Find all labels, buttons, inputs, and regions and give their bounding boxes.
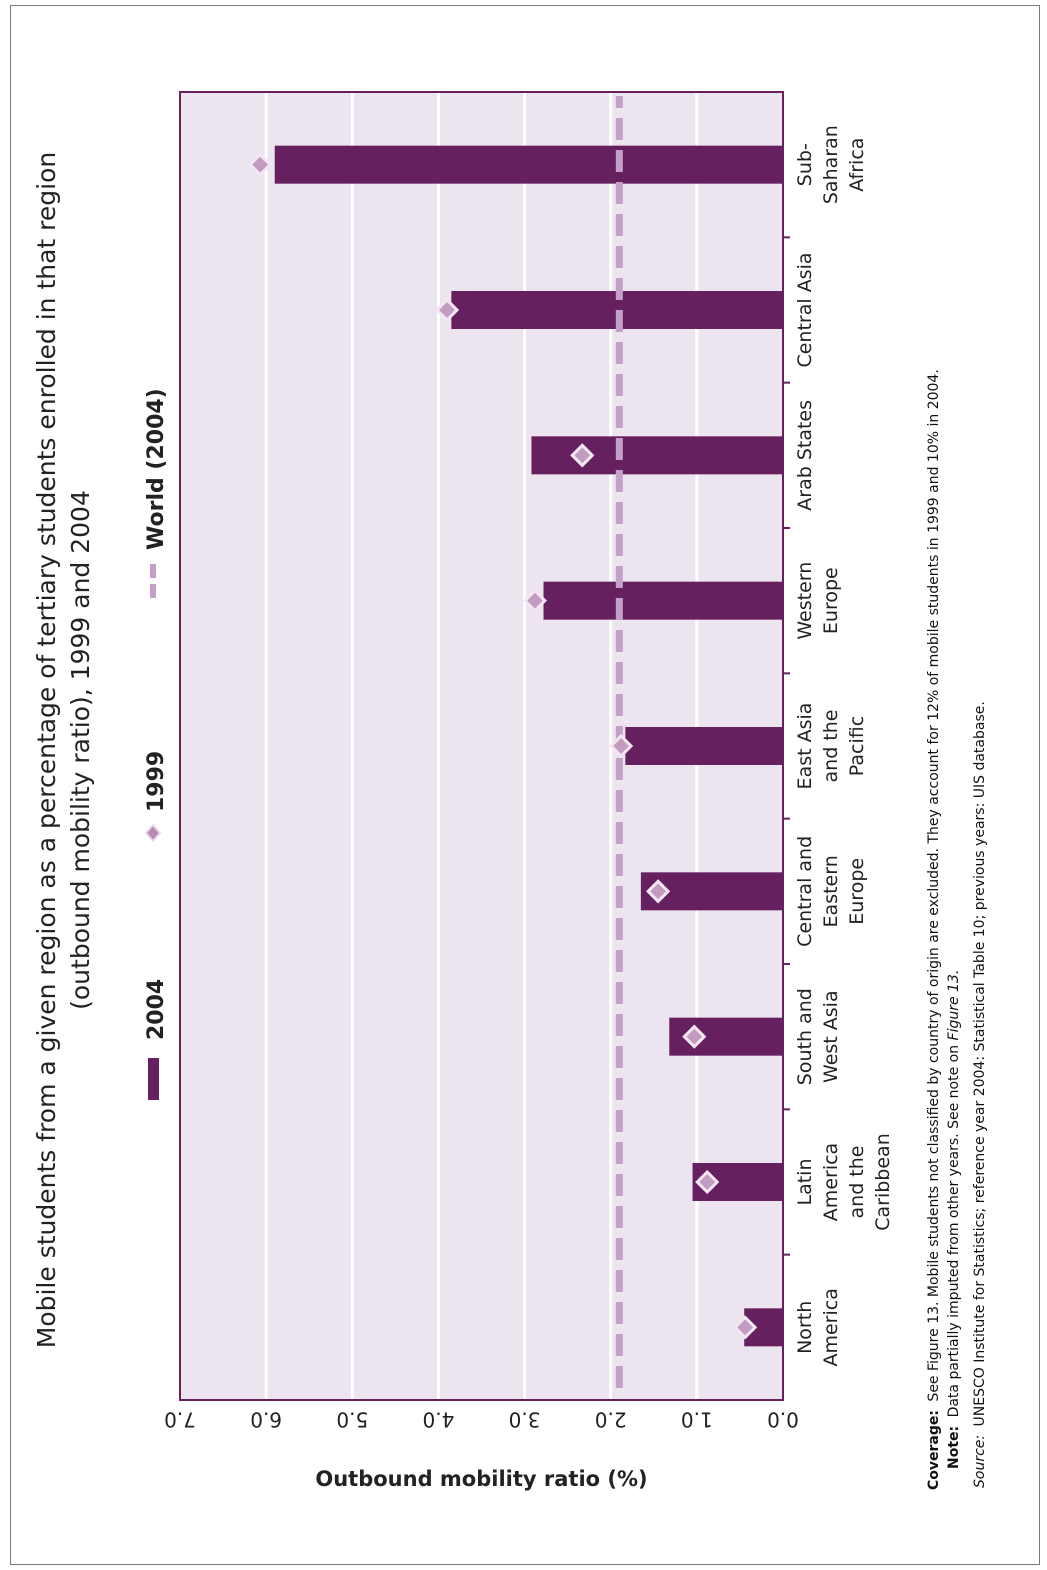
source-note-text: UNESCO Institute for Statistics; referen… bbox=[972, 701, 988, 1426]
coverage-note-text: See Figure 13. Mobile students not class… bbox=[926, 369, 942, 1401]
category-label: and the bbox=[820, 710, 842, 783]
plot-background bbox=[180, 92, 783, 1400]
y-tick-label: 0.0 bbox=[767, 1408, 799, 1432]
category-label: South and bbox=[794, 988, 816, 1085]
category-label: West Asia bbox=[820, 990, 842, 1083]
category-label: East Asia bbox=[794, 703, 816, 790]
category-label: America bbox=[820, 1288, 842, 1366]
marker-1999-3 bbox=[645, 879, 671, 904]
legend-label-2004: 2004 bbox=[144, 979, 169, 1040]
marker-1999-8 bbox=[247, 152, 273, 177]
data-note-ref: Figure 13. bbox=[946, 970, 962, 1041]
legend-diamond-icon bbox=[144, 823, 162, 843]
category-label: Central and bbox=[794, 836, 816, 947]
bar-2004-2 bbox=[669, 1017, 784, 1056]
bar-2004-3 bbox=[640, 872, 783, 911]
category-label: Europe bbox=[846, 858, 868, 925]
y-tick-label: 1.0 bbox=[681, 1408, 713, 1432]
y-tick-label: 6.0 bbox=[250, 1408, 282, 1432]
plot-border bbox=[179, 91, 784, 1401]
y-tick-label: 5.0 bbox=[336, 1408, 368, 1432]
coverage-note: Coverage: See Figure 13. Mobile students… bbox=[926, 369, 942, 1490]
category-label: Saharan bbox=[820, 125, 842, 204]
category-label: Caribbean bbox=[872, 1133, 894, 1231]
y-tick-label: 4.0 bbox=[423, 1408, 455, 1432]
marker-1999-4 bbox=[608, 733, 634, 759]
chart-title-line-1: Mobile students from a given region as a… bbox=[32, 152, 61, 1349]
data-note-label: Note: bbox=[946, 1426, 962, 1469]
legend-swatch-2004 bbox=[148, 1058, 159, 1100]
data-note: Note: Data partially imputed from other … bbox=[946, 970, 962, 1469]
category-label: North bbox=[794, 1301, 816, 1354]
category-label: and the bbox=[846, 1146, 868, 1219]
source-note: Source: UNESCO Institute for Statistics;… bbox=[972, 701, 988, 1488]
bar-2004-1 bbox=[692, 1163, 783, 1201]
category-label: Africa bbox=[846, 138, 868, 192]
y-axis-label: Outbound mobility ratio (%) bbox=[315, 1467, 647, 1491]
marker-1999-0 bbox=[732, 1315, 758, 1340]
bar-2004-6 bbox=[531, 436, 783, 475]
y-tick-label: 3.0 bbox=[509, 1408, 541, 1432]
legend: 2004 1999 World (2004) bbox=[144, 388, 169, 1100]
data-note-text: Data partially imputed from other years.… bbox=[946, 1040, 962, 1417]
marker-1999-6 bbox=[570, 443, 595, 468]
source-note-label: Source: bbox=[972, 1435, 988, 1488]
coverage-note-label: Coverage: bbox=[926, 1410, 942, 1490]
marker-1999-7 bbox=[434, 297, 460, 323]
marker-1999-5 bbox=[522, 588, 548, 613]
legend-label-1999: 1999 bbox=[144, 751, 169, 812]
notes: Coverage: See Figure 13. Mobile students… bbox=[926, 369, 988, 1490]
chart-title-line-2: (outbound mobility ratio), 1999 and 2004 bbox=[66, 490, 95, 1010]
category-label: Pacific bbox=[846, 716, 868, 776]
category-label: Europe bbox=[820, 567, 842, 634]
category-label: Arab States bbox=[794, 400, 816, 511]
category-label: Central Asia bbox=[794, 252, 816, 367]
bar-2004-5 bbox=[543, 581, 783, 620]
bar-2004-0 bbox=[744, 1308, 784, 1347]
marker-1999-2 bbox=[682, 1024, 707, 1049]
y-tick-label: 7.0 bbox=[164, 1408, 196, 1432]
category-label: Western bbox=[794, 562, 816, 640]
bar-2004-8 bbox=[274, 145, 783, 184]
y-tick-label: 2.0 bbox=[595, 1408, 627, 1432]
category-label: Sub- bbox=[794, 143, 816, 186]
category-label: America bbox=[820, 1143, 842, 1221]
legend-label-world: World (2004) bbox=[144, 388, 169, 550]
marker-1999-1 bbox=[695, 1169, 720, 1195]
bar-2004-4 bbox=[625, 727, 784, 765]
category-label: Eastern bbox=[820, 855, 842, 927]
category-label: Latin bbox=[794, 1159, 816, 1206]
